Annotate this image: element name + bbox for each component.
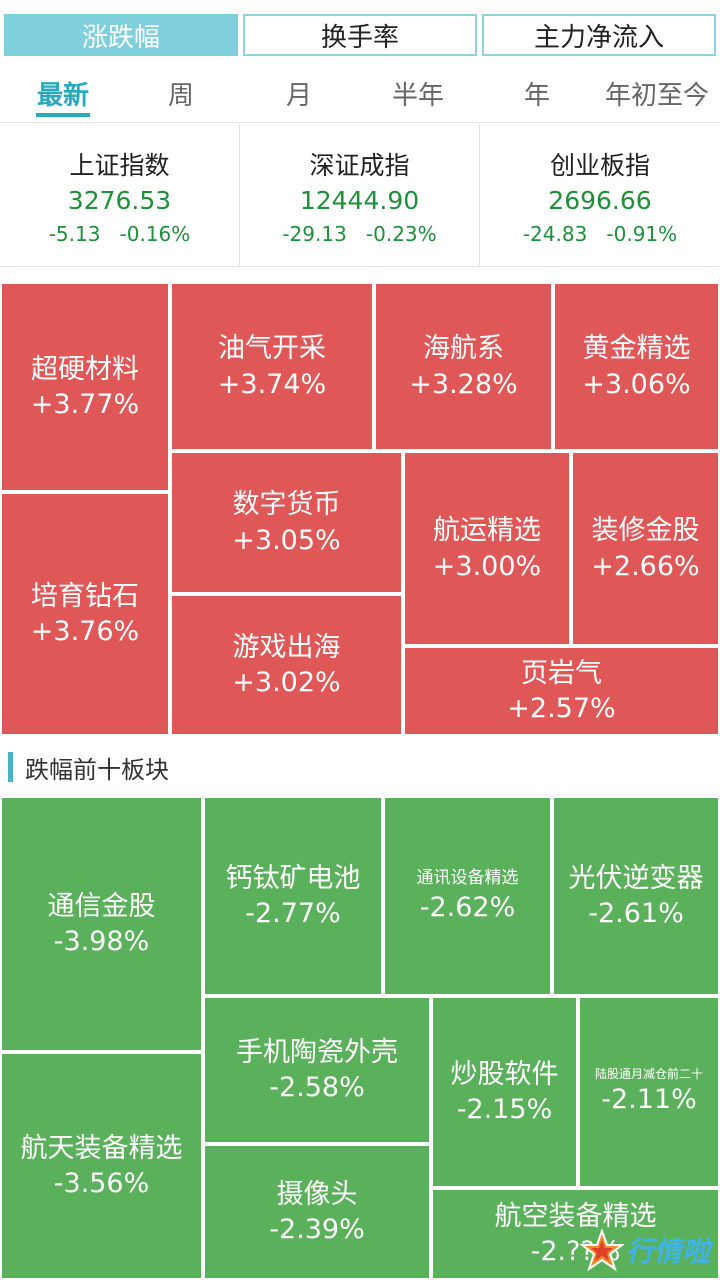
index-value: 3276.53	[67, 186, 172, 215]
sector-tile[interactable]: 培育钻石 +3.76%	[0, 492, 170, 736]
index-value: 2696.66	[548, 186, 652, 215]
index-name: 创业板指	[549, 151, 650, 180]
sector-name: 超硬材料	[31, 353, 139, 385]
index-change: -24.83 -0.91%	[522, 222, 678, 246]
divider	[0, 122, 720, 123]
sector-name: 航空装备精选	[494, 1200, 657, 1232]
watermark-text: 行情啦	[625, 1235, 710, 1268]
sector-tile[interactable]: 装修金股 +2.66%	[571, 451, 720, 646]
index-card-chinext[interactable]: 创业板指 2696.66 -24.83 -0.91%	[480, 124, 720, 266]
sector-tile[interactable]: 页岩气 +2.57%	[403, 646, 720, 736]
sector-name: 航天装备精选	[20, 1132, 183, 1164]
sector-tile[interactable]: 黄金精选 +3.06%	[553, 282, 720, 451]
index-value: 12444.90	[299, 186, 420, 215]
sector-tile[interactable]: 炒股软件 -2.15%	[431, 996, 578, 1188]
period-tab-half-year[interactable]: 半年	[391, 80, 444, 111]
sector-tile[interactable]: 摄像头 -2.39%	[203, 1144, 431, 1280]
sector-change: -2.62%	[419, 891, 516, 923]
sector-name: 通讯设备精选	[416, 868, 519, 889]
sector-tile[interactable]: 钙钛矿电池 -2.77%	[203, 796, 383, 996]
sector-name: 游戏出海	[232, 631, 341, 663]
sector-name: 航运精选	[433, 515, 541, 547]
index-card-shanghai[interactable]: 上证指数 3276.53 -5.13 -0.16%	[0, 124, 239, 266]
index-change: -5.13 -0.16%	[48, 222, 191, 246]
sector-change: -2.15%	[456, 1094, 553, 1125]
sector-name: 黄金精选	[582, 333, 691, 365]
sector-tile[interactable]: 超硬材料 +3.77%	[0, 282, 170, 492]
tab-main-net-inflow[interactable]: 主力净流入	[482, 14, 716, 56]
index-change: -29.13 -0.23%	[282, 222, 437, 246]
sector-change: -3.98%	[53, 926, 150, 957]
period-tab-ytd[interactable]: 年初至今	[604, 80, 709, 111]
sector-name: 手机陶瓷外壳	[236, 1036, 398, 1068]
sector-name: 陆股通月减仓前二十	[594, 1066, 703, 1081]
sector-name: 装修金股	[591, 515, 700, 547]
tab-change-rate[interactable]: 涨跌幅	[4, 14, 238, 56]
sector-tile[interactable]: 海航系 +3.28%	[374, 282, 553, 451]
sector-change: +3.00%	[432, 550, 542, 582]
gainers-treemap: 超硬材料 +3.77% 油气开采 +3.74% 海航系 +3.28% 黄金精选 …	[0, 282, 720, 736]
sector-change: +3.05%	[232, 524, 341, 556]
index-card-shenzhen[interactable]: 深证成指 12444.90 -29.13 -0.23%	[240, 124, 479, 266]
sector-tile[interactable]: 数字货币 +3.05%	[170, 451, 403, 594]
sector-tile[interactable]: 光伏逆变器 -2.61%	[552, 796, 720, 996]
sector-tile[interactable]: 陆股通月减仓前二十 -2.11%	[578, 996, 720, 1188]
sector-name: 页岩气	[521, 657, 602, 689]
sector-change: -2.58%	[269, 1072, 365, 1103]
sector-name: 光伏逆变器	[568, 862, 704, 894]
sector-tile[interactable]: 游戏出海 +3.02%	[170, 594, 403, 736]
index-name: 上证指数	[69, 151, 170, 180]
sector-change: +3.77%	[30, 389, 140, 420]
star-logo-icon	[579, 1228, 624, 1272]
period-tab-week[interactable]: 周	[167, 80, 194, 111]
sector-tile[interactable]: 通讯设备精选 -2.62%	[383, 796, 552, 996]
period-tab-month[interactable]: 月	[285, 80, 312, 111]
losers-treemap: 通信金股 -3.98% 钙钛矿电池 -2.77% 通讯设备精选 -2.62% 光…	[0, 796, 720, 1280]
tab-turnover[interactable]: 换手率	[243, 14, 477, 56]
sector-tile[interactable]: 航运精选 +3.00%	[403, 451, 571, 646]
sector-name: 摄像头	[276, 1178, 358, 1210]
period-tab-year[interactable]: 年	[523, 80, 550, 111]
section-accent-bar	[8, 752, 13, 782]
section-title: 跌幅前十板块	[25, 755, 169, 784]
sector-change: -2.11%	[601, 1084, 697, 1116]
sector-name: 数字货币	[232, 489, 341, 521]
period-tab-latest[interactable]: 最新	[36, 80, 89, 111]
sector-change: -3.56%	[53, 1168, 150, 1199]
section-header: 跌幅前十板块	[8, 750, 169, 784]
sector-change: +3.76%	[30, 616, 140, 647]
divider	[0, 266, 720, 267]
sector-change: +3.06%	[582, 368, 691, 400]
watermark: 行情啦	[579, 1228, 710, 1272]
sector-change: +3.28%	[409, 368, 518, 400]
sector-tile[interactable]: 通信金股 -3.98%	[0, 796, 203, 1052]
sector-name: 培育钻石	[31, 580, 139, 612]
sector-tile[interactable]: 油气开采 +3.74%	[170, 282, 374, 451]
index-name: 深证成指	[309, 151, 410, 180]
sector-change: -2.39%	[269, 1214, 365, 1245]
sector-name: 炒股软件	[450, 1058, 559, 1090]
sector-tile[interactable]: 航天装备精选 -3.56%	[0, 1052, 203, 1280]
sector-name: 钙钛矿电池	[225, 862, 361, 894]
active-tab-indicator	[36, 113, 90, 117]
sector-tile[interactable]: 手机陶瓷外壳 -2.58%	[203, 996, 431, 1144]
sector-change: +2.57%	[507, 693, 616, 724]
sector-change: -2.61%	[588, 898, 684, 929]
divider	[239, 124, 240, 266]
sector-change: +3.74%	[217, 368, 327, 400]
sector-name: 通信金股	[47, 890, 156, 922]
sector-change: +3.02%	[232, 667, 341, 698]
sector-name: 油气开采	[218, 333, 326, 365]
sector-change: +2.66%	[591, 550, 700, 582]
sector-name: 海航系	[423, 333, 504, 365]
divider	[479, 124, 480, 266]
sector-change: -2.77%	[245, 898, 341, 929]
